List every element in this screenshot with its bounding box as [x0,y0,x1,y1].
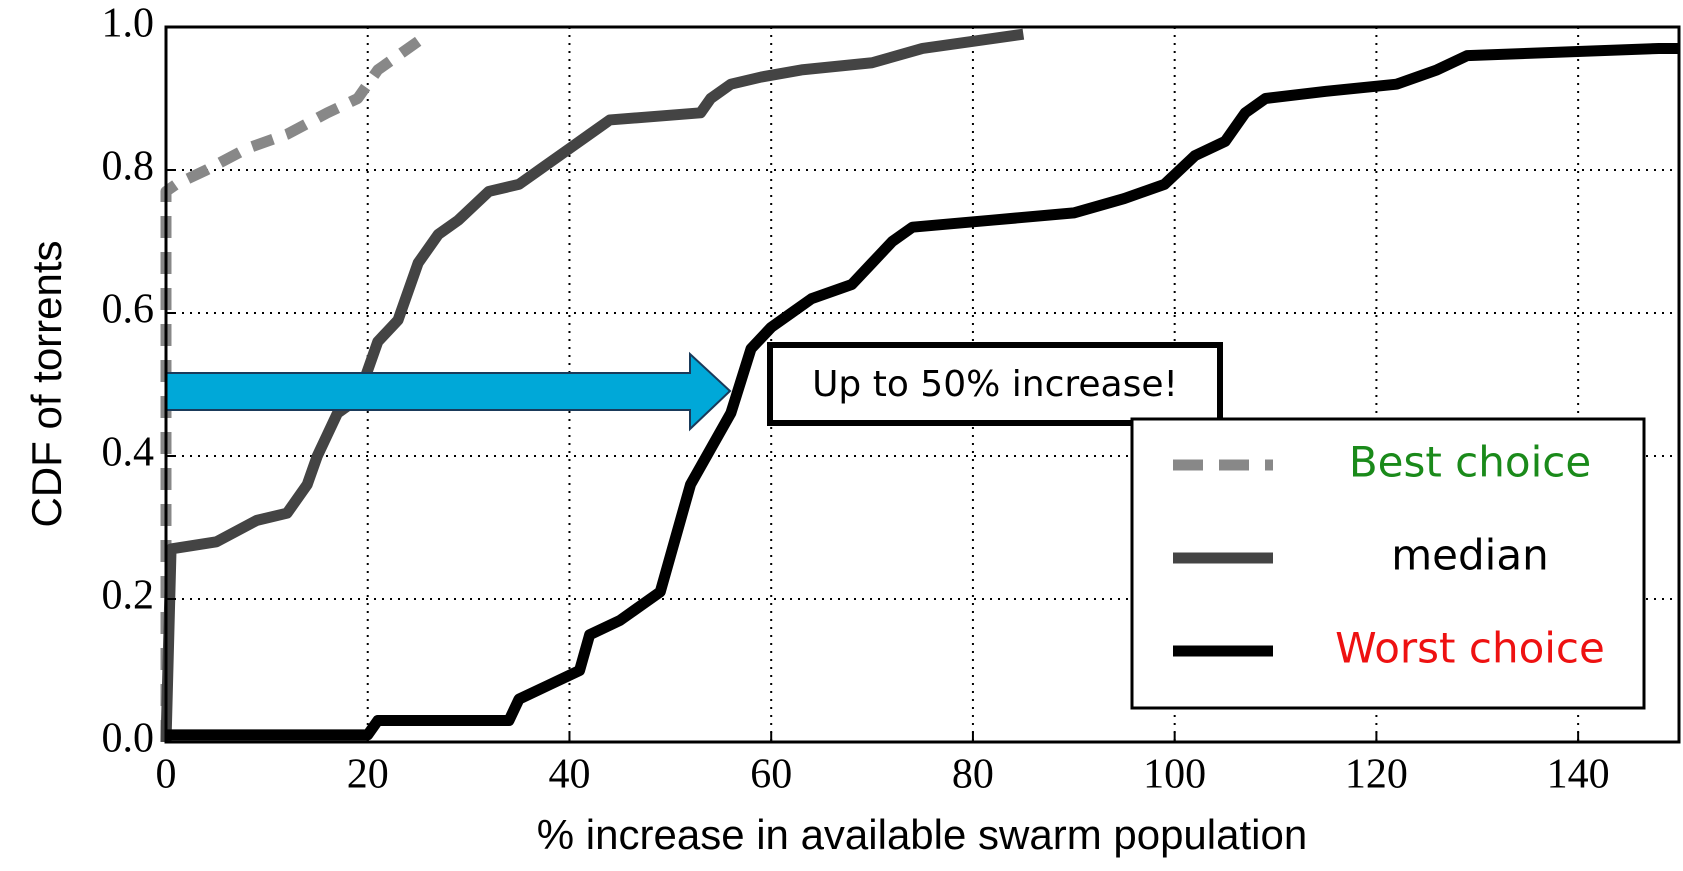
plot-frame [164,25,1681,744]
x-tick-label: 80 [952,752,994,798]
annotation-box [767,342,1223,426]
arrow [165,351,732,432]
lines [160,28,1679,743]
y-tick-label: 0.4 [102,430,155,476]
legend: Best choice median Worst choice [1130,417,1646,710]
x-tick-label: 100 [1143,752,1206,798]
x-tick-label: 140 [1547,752,1610,798]
legend-label: Best choice [1349,438,1591,487]
x-tick-label: 40 [548,752,590,798]
x-tick-label: 0 [156,752,177,798]
series-line [166,42,1679,741]
x-tick-label: 20 [347,752,389,798]
y-tick-label: 0.8 [102,144,155,190]
legend-label: Worst choice [1335,624,1605,673]
series-line [160,28,1025,743]
annotation: Up to 50% increase! [812,364,1178,405]
y-tick-label: 1.0 [102,1,155,47]
y-tick-label: 0.6 [102,287,155,333]
y-tick-label: 0.0 [102,716,155,762]
legend-label: median [1391,531,1548,580]
series-line [160,36,422,742]
x-tick-label: 60 [750,752,792,798]
x-axis-label: % increase in available swarm population [537,811,1307,858]
y-axis-label: CDF of torrents [23,240,70,527]
y-tick-label: 0.2 [102,573,155,619]
x-tick-label: 120 [1345,752,1408,798]
